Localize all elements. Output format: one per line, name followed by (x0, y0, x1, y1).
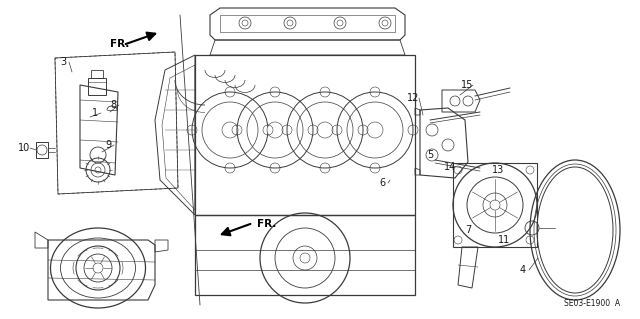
Circle shape (93, 263, 103, 273)
Text: 14: 14 (444, 162, 456, 172)
Text: 4: 4 (520, 265, 526, 275)
Text: 15: 15 (461, 80, 473, 90)
Circle shape (367, 122, 383, 138)
Text: 7: 7 (465, 225, 471, 235)
Circle shape (222, 122, 238, 138)
Circle shape (317, 122, 333, 138)
Text: FR.: FR. (257, 219, 276, 229)
Text: 3: 3 (60, 57, 66, 67)
Text: 11: 11 (498, 235, 510, 245)
Text: FR.: FR. (110, 39, 129, 49)
Circle shape (490, 200, 500, 210)
Text: 6: 6 (379, 178, 385, 188)
Text: 9: 9 (105, 140, 111, 150)
Circle shape (300, 253, 310, 263)
Text: 12: 12 (407, 93, 419, 103)
Text: SE03-E1900  A: SE03-E1900 A (564, 299, 620, 308)
Text: 10: 10 (18, 143, 30, 153)
Text: 1: 1 (92, 108, 98, 118)
Text: 13: 13 (492, 165, 504, 175)
Text: 5: 5 (427, 150, 433, 160)
Text: 8: 8 (110, 100, 116, 110)
Circle shape (267, 122, 283, 138)
